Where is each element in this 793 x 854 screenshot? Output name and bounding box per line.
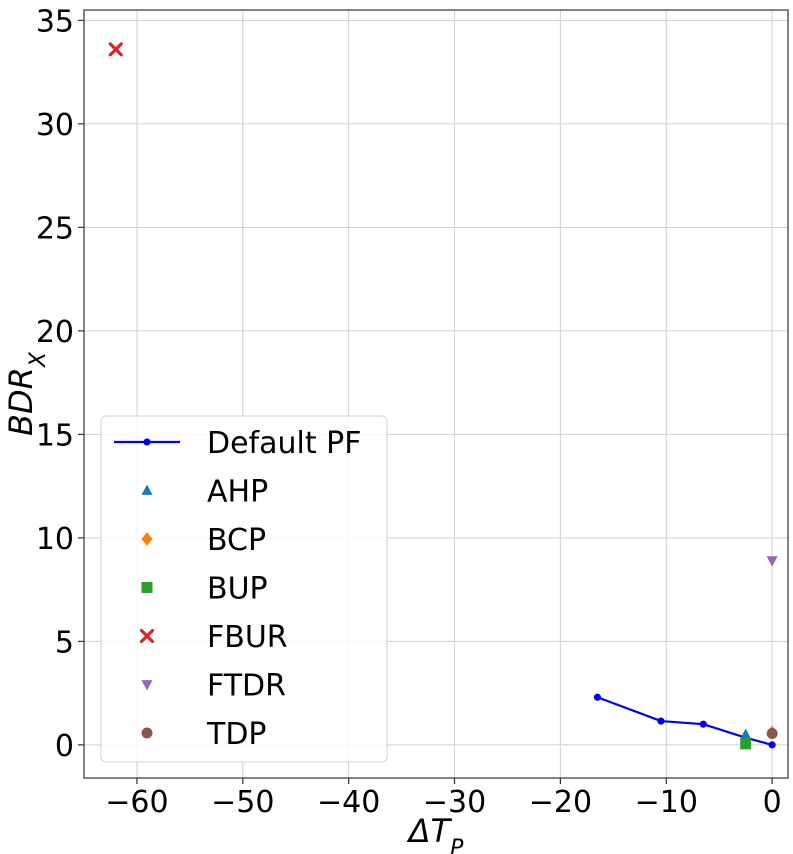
y-tick-label: 5 <box>55 625 74 660</box>
legend-item-bcp: BCP <box>141 523 266 558</box>
point-ftdr <box>766 556 778 567</box>
legend-marker-tdp <box>141 727 153 739</box>
series-ftdr <box>766 556 778 567</box>
x-tick-label: 0 <box>763 785 782 820</box>
legend-marker-ahp <box>141 484 153 495</box>
series-fbur <box>108 42 123 57</box>
point-default-pf <box>593 693 602 701</box>
ticks: −60 −50 −40 −30 −20 −10 0 0 5 10 15 20 25 30 35 <box>36 4 782 820</box>
legend-item-ftdr: FTDR <box>141 669 286 704</box>
series-layer <box>108 42 778 750</box>
point-default-pf <box>657 717 665 725</box>
legend-label-ftdr: FTDR <box>207 669 286 704</box>
x-tick-label: −30 <box>423 785 486 820</box>
legend-item-ahp: AHP <box>141 475 268 510</box>
legend-label-bup: BUP <box>207 572 268 607</box>
x-tick-label: −60 <box>105 785 168 820</box>
legend-marker-bcp <box>141 532 153 546</box>
x-cross-stroke <box>108 42 123 57</box>
y-tick-label: 35 <box>36 4 74 39</box>
legend-item-default-pf: Default PF <box>114 426 362 461</box>
legend-label-bcp: BCP <box>207 523 266 558</box>
x-tick-label: −20 <box>529 785 592 820</box>
legend-label-tdp: TDP <box>206 717 267 752</box>
y-tick-label: 25 <box>36 211 74 246</box>
x-cross-stroke <box>139 628 155 644</box>
series-tdp <box>766 727 778 739</box>
legend-marker-ftdr <box>141 680 153 691</box>
point-default-pf <box>768 741 776 749</box>
y-tick-label: 30 <box>36 108 74 143</box>
x-tick-label: −50 <box>211 785 274 820</box>
legend-item-bup: BUP <box>141 572 268 607</box>
legend-marker-fbur <box>139 628 155 644</box>
legend-marker-default-pf <box>143 438 151 446</box>
point-default-pf <box>699 720 707 728</box>
plot-frame <box>83 9 789 779</box>
legend-label-default-pf: Default PF <box>207 426 362 461</box>
point-ahp <box>740 728 752 739</box>
y-tick-label: 15 <box>36 418 74 453</box>
point-bup <box>740 738 752 750</box>
x-tick-label: −10 <box>635 785 698 820</box>
x-tick-label: −40 <box>317 785 380 820</box>
legend-item-tdp: TDP <box>141 717 267 752</box>
series-bup <box>740 738 752 750</box>
y-axis-title: BDRX <box>2 351 51 436</box>
y-tick-label: 20 <box>36 315 74 350</box>
legend-label-ahp: AHP <box>207 475 268 510</box>
point-fbur <box>108 42 123 57</box>
y-tick-label: 0 <box>55 729 74 764</box>
point-tdp <box>766 727 778 739</box>
legend-marker-bup <box>141 582 153 593</box>
legend-box <box>100 415 388 763</box>
legend-item-fbur: FBUR <box>139 620 288 655</box>
x-axis-title: ΔTP <box>406 812 464 854</box>
legend: Default PF AHP BCP BUP FBUR FTDR TDP <box>100 415 388 763</box>
legend-label-fbur: FBUR <box>207 620 288 655</box>
series-ahp <box>740 728 752 739</box>
y-tick-label: 10 <box>36 522 74 557</box>
